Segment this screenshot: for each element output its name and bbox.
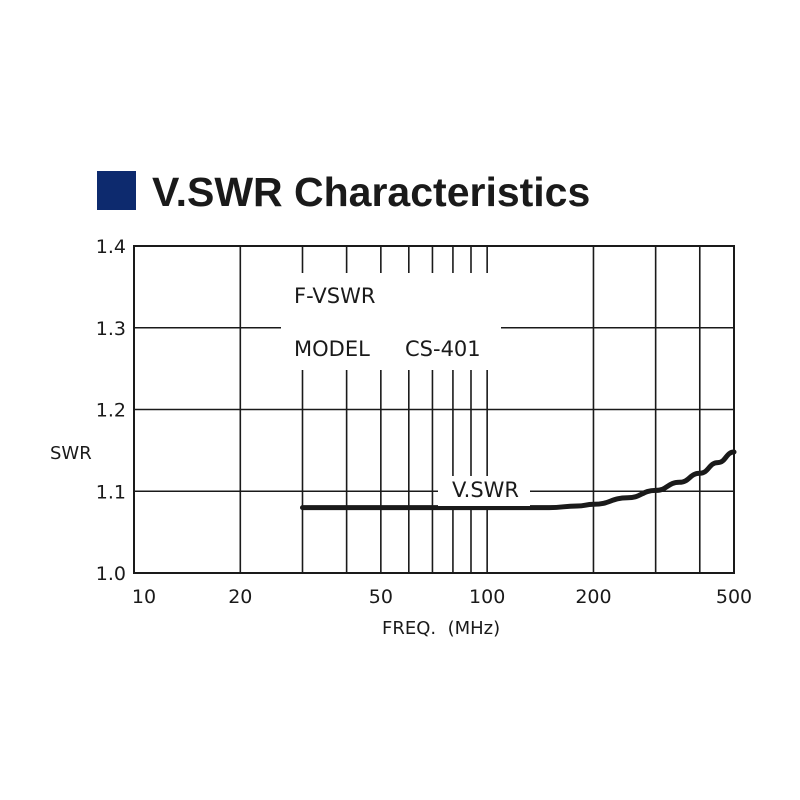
series — [300, 449, 737, 511]
x-tick-label: 500 — [716, 586, 752, 608]
annotation-model-number: CS-401 — [405, 337, 481, 361]
y-tick-label: 1.3 — [96, 318, 126, 340]
plot-frame — [133, 245, 735, 574]
tick-labels: 1.0 1.1 1.2 1.3 1.4 10 20 50 100 200 500 — [96, 236, 752, 608]
title-square-icon — [97, 171, 136, 210]
series-label-vswr: V.SWR — [452, 478, 519, 502]
series-line-vswr — [300, 449, 737, 511]
x-tick-label: 200 — [575, 586, 611, 608]
y-axis-label: SWR — [50, 443, 92, 464]
annotation-f-vswr: F-VSWR — [294, 284, 375, 308]
x-axis-label: FREQ. (MHz) — [382, 618, 500, 639]
x-tick-label: 10 — [132, 586, 156, 608]
x-tick-label: 20 — [228, 586, 252, 608]
y-tick-label: 1.4 — [96, 236, 126, 258]
annotation-backdrop — [281, 273, 501, 370]
series-label-backdrop — [438, 476, 530, 506]
x-tick-label: 100 — [469, 586, 505, 608]
x-tick-label: 50 — [369, 586, 393, 608]
chart-title: V.SWR Characteristics — [152, 169, 590, 215]
y-tick-label: 1.0 — [96, 563, 126, 585]
y-tick-label: 1.2 — [96, 400, 126, 422]
y-tick-label: 1.1 — [96, 481, 126, 503]
annotation-model: MODEL — [294, 337, 370, 361]
